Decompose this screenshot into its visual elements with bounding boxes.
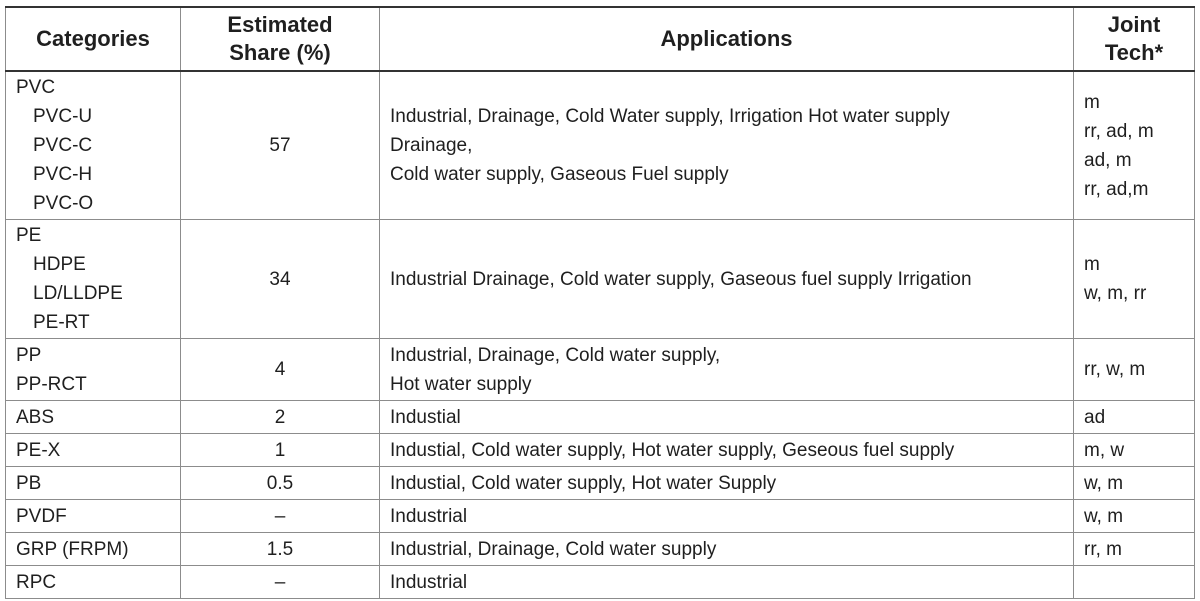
share-cell: 34	[180, 219, 380, 339]
subcategory-name: PE-RT	[33, 312, 90, 333]
subcategory-name: PVC-H	[33, 164, 93, 185]
joint-cell: ad	[1073, 400, 1195, 434]
joint-text: w, m, rr	[1084, 283, 1147, 304]
joint-cell: w, m	[1073, 466, 1195, 500]
table-row: ABS 2 Industial ad	[5, 400, 1195, 434]
table-row: PB 0.5 Industial, Cold water supply, Hot…	[5, 466, 1195, 500]
applications-cell: Industrial	[379, 565, 1074, 599]
applications-cell: Industial	[379, 400, 1074, 434]
category-name: PP	[16, 344, 42, 366]
share-cell: –	[180, 499, 380, 533]
joint-cell: rr, m	[1073, 532, 1195, 566]
share-cell: 57	[180, 70, 380, 220]
subcategory-name: PVC-O	[33, 193, 94, 214]
category-cell: GRP (FRPM)	[5, 532, 181, 566]
category-cell: PVC PVC-U PVC-C PVC-H PVC-O	[5, 70, 181, 220]
joint-cell: m rr, ad, m ad, m rr, ad,m	[1073, 70, 1195, 220]
category-cell: PP PP-RCT	[5, 338, 181, 401]
joint-text: m	[1084, 91, 1100, 113]
applications-cell: Industrial, Drainage, Cold water supply,…	[379, 338, 1074, 401]
applications-cell: Industrial, Drainage, Cold Water supply,…	[379, 70, 1074, 220]
joint-text: m	[1084, 254, 1100, 275]
application-text: Industrial, Drainage, Cold water supply,	[390, 344, 721, 366]
joint-text: rr, w, m	[1084, 359, 1146, 380]
table-row: PE HDPE LD/LLDPE PE-RT 34 Industrial Dra…	[5, 219, 1195, 339]
application-text: Industrial Drainage, Cold water supply, …	[390, 268, 972, 290]
table-row: PVDF – Industrial w, m	[5, 499, 1195, 533]
subcategory-name: PVC-U	[33, 106, 93, 127]
header-applications: Applications	[379, 6, 1074, 72]
subcategory-name: PVC-C	[33, 135, 93, 156]
table-row: PP PP-RCT 4 Industrial, Drainage, Cold w…	[5, 338, 1195, 401]
joint-text: ad, m	[1084, 149, 1132, 171]
category-cell: PB	[5, 466, 181, 500]
subcategory-name: LD/LLDPE	[33, 283, 123, 304]
application-text: Industrial, Drainage, Cold Water supply,…	[390, 106, 950, 127]
share-cell: 1	[180, 433, 380, 467]
share-cell: 1.5	[180, 532, 380, 566]
header-share-line2: Share (%)	[229, 40, 331, 65]
joint-cell: rr, w, m	[1073, 338, 1195, 401]
category-cell: PE HDPE LD/LLDPE PE-RT	[5, 219, 181, 339]
header-joint-line1: Joint	[1107, 12, 1161, 37]
category-cell: PVDF	[5, 499, 181, 533]
application-text: Cold water supply, Gaseous Fuel supply	[390, 164, 729, 185]
applications-cell: Industrial	[379, 499, 1074, 533]
joint-cell	[1073, 565, 1195, 599]
header-categories: Categories	[5, 6, 181, 72]
joint-cell: w, m	[1073, 499, 1195, 533]
share-cell: 2	[180, 400, 380, 434]
header-joint-line2: Tech*	[1104, 40, 1164, 65]
category-cell: ABS	[5, 400, 181, 434]
joint-cell: m, w	[1073, 433, 1195, 467]
header-row: Categories Estimated Share (%) Applicati…	[5, 6, 1195, 72]
joint-text: rr, ad,m	[1084, 178, 1149, 200]
table-row: GRP (FRPM) 1.5 Industrial, Drainage, Col…	[5, 532, 1195, 566]
table-row: PE-X 1 Industial, Cold water supply, Hot…	[5, 433, 1195, 467]
application-text: Hot water supply	[390, 373, 532, 395]
category-cell: RPC	[5, 565, 181, 599]
share-cell: –	[180, 565, 380, 599]
header-share-line1: Estimated	[227, 12, 333, 37]
table-row: RPC – Industrial	[5, 565, 1195, 599]
applications-cell: Industrial Drainage, Cold water supply, …	[379, 219, 1074, 339]
share-cell: 4	[180, 338, 380, 401]
header-joint-tech: Joint Tech*	[1073, 6, 1195, 72]
subcategory-name: HDPE	[33, 254, 86, 275]
joint-cell: m w, m, rr	[1073, 219, 1195, 339]
applications-cell: Industrial, Drainage, Cold water supply	[379, 532, 1074, 566]
share-cell: 0.5	[180, 466, 380, 500]
joint-text: rr, ad, m	[1084, 120, 1154, 142]
category-cell: PE-X	[5, 433, 181, 467]
pipe-materials-table: Categories Estimated Share (%) Applicati…	[5, 6, 1195, 599]
application-text: Drainage,	[390, 135, 473, 156]
table-body: PVC PVC-U PVC-C PVC-H PVC-O 57 Industria…	[5, 70, 1195, 599]
table-row: PVC PVC-U PVC-C PVC-H PVC-O 57 Industria…	[5, 70, 1195, 220]
header-share: Estimated Share (%)	[180, 6, 380, 72]
applications-cell: Industial, Cold water supply, Hot water …	[379, 466, 1074, 500]
category-name: PE	[16, 225, 42, 246]
category-name: PP-RCT	[16, 373, 87, 395]
table-header: Categories Estimated Share (%) Applicati…	[5, 6, 1195, 72]
applications-cell: Industial, Cold water supply, Hot water …	[379, 433, 1074, 467]
category-name: PVC	[16, 77, 56, 98]
